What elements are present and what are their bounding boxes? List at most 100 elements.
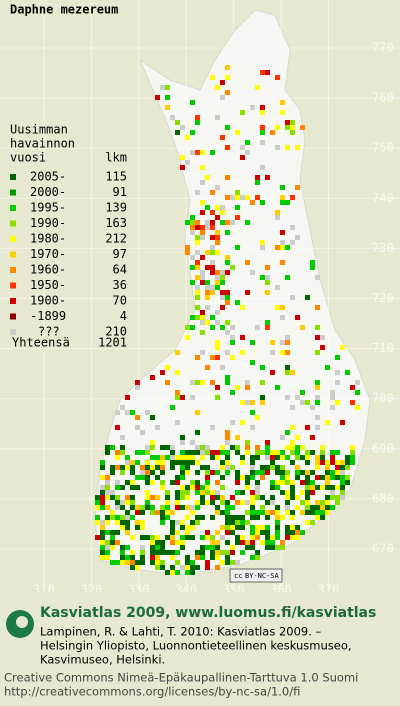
- record-square: [180, 535, 185, 540]
- record-square: [230, 220, 235, 225]
- record-square: [170, 565, 175, 570]
- record-square: [215, 270, 220, 275]
- record-square: [135, 380, 140, 385]
- record-square: [310, 510, 315, 515]
- record-square: [300, 490, 305, 495]
- record-square: [105, 550, 110, 555]
- record-square: [300, 455, 305, 460]
- record-square: [285, 525, 290, 530]
- record-square: [335, 485, 340, 490]
- record-square: [275, 210, 280, 215]
- record-square: [110, 515, 115, 520]
- record-square: [195, 410, 200, 415]
- record-square: [135, 415, 140, 420]
- record-square: [150, 415, 155, 420]
- record-square: [195, 315, 200, 320]
- record-square: [260, 240, 265, 245]
- record-square: [150, 375, 155, 380]
- record-square: [275, 215, 280, 220]
- legend-total-label: Yhteensä: [12, 336, 70, 350]
- record-square: [245, 260, 250, 265]
- record-square: [255, 555, 260, 560]
- record-square: [335, 500, 340, 505]
- record-square: [265, 325, 270, 330]
- record-square: [245, 150, 250, 155]
- legend-label: ???: [38, 325, 60, 339]
- record-square: [315, 515, 320, 520]
- record-square: [200, 500, 205, 505]
- record-square: [165, 365, 170, 370]
- record-square: [120, 560, 125, 565]
- record-square: [260, 525, 265, 530]
- legend-swatch: [10, 298, 16, 304]
- grid-label: 710: [372, 341, 394, 355]
- record-square: [160, 520, 165, 525]
- record-square: [265, 470, 270, 475]
- record-square: [105, 540, 110, 545]
- record-square: [230, 530, 235, 535]
- record-square: [210, 285, 215, 290]
- record-square: [300, 510, 305, 515]
- record-square: [195, 460, 200, 465]
- record-square: [190, 570, 195, 575]
- record-square: [280, 230, 285, 235]
- record-square: [105, 505, 110, 510]
- record-square: [240, 350, 245, 355]
- record-square: [170, 540, 175, 545]
- record-square: [210, 380, 215, 385]
- record-square: [270, 130, 275, 135]
- legend-count-header: lkm: [105, 151, 127, 165]
- record-square: [265, 440, 270, 445]
- record-square: [215, 555, 220, 560]
- record-square: [285, 470, 290, 475]
- record-square: [120, 515, 125, 520]
- record-square: [285, 245, 290, 250]
- record-square: [105, 450, 110, 455]
- record-square: [180, 490, 185, 495]
- record-square: [335, 380, 340, 385]
- record-square: [250, 360, 255, 365]
- record-square: [290, 530, 295, 535]
- record-square: [340, 460, 345, 465]
- record-square: [330, 405, 335, 410]
- record-square: [280, 195, 285, 200]
- record-square: [125, 495, 130, 500]
- record-square: [195, 290, 200, 295]
- record-square: [110, 445, 115, 450]
- record-square: [155, 475, 160, 480]
- record-square: [295, 495, 300, 500]
- record-square: [190, 315, 195, 320]
- record-square: [200, 275, 205, 280]
- record-square: [255, 535, 260, 540]
- record-square: [100, 545, 105, 550]
- record-square: [330, 495, 335, 500]
- record-square: [315, 485, 320, 490]
- record-square: [275, 485, 280, 490]
- record-square: [315, 425, 320, 430]
- record-square: [205, 535, 210, 540]
- record-square: [120, 435, 125, 440]
- record-square: [120, 445, 125, 450]
- record-square: [125, 545, 130, 550]
- record-square: [210, 550, 215, 555]
- legend-swatch: [10, 236, 16, 242]
- record-square: [290, 510, 295, 515]
- record-square: [215, 565, 220, 570]
- grid-label: 770: [372, 41, 394, 55]
- record-square: [170, 550, 175, 555]
- record-square: [255, 195, 260, 200]
- record-square: [205, 265, 210, 270]
- record-square: [245, 540, 250, 545]
- record-square: [260, 505, 265, 510]
- record-square: [200, 465, 205, 470]
- record-square: [230, 465, 235, 470]
- record-square: [140, 470, 145, 475]
- record-square: [200, 455, 205, 460]
- record-square: [310, 480, 315, 485]
- record-square: [215, 530, 220, 535]
- record-square: [225, 500, 230, 505]
- record-square: [320, 450, 325, 455]
- record-square: [330, 475, 335, 480]
- record-square: [305, 510, 310, 515]
- record-square: [150, 540, 155, 545]
